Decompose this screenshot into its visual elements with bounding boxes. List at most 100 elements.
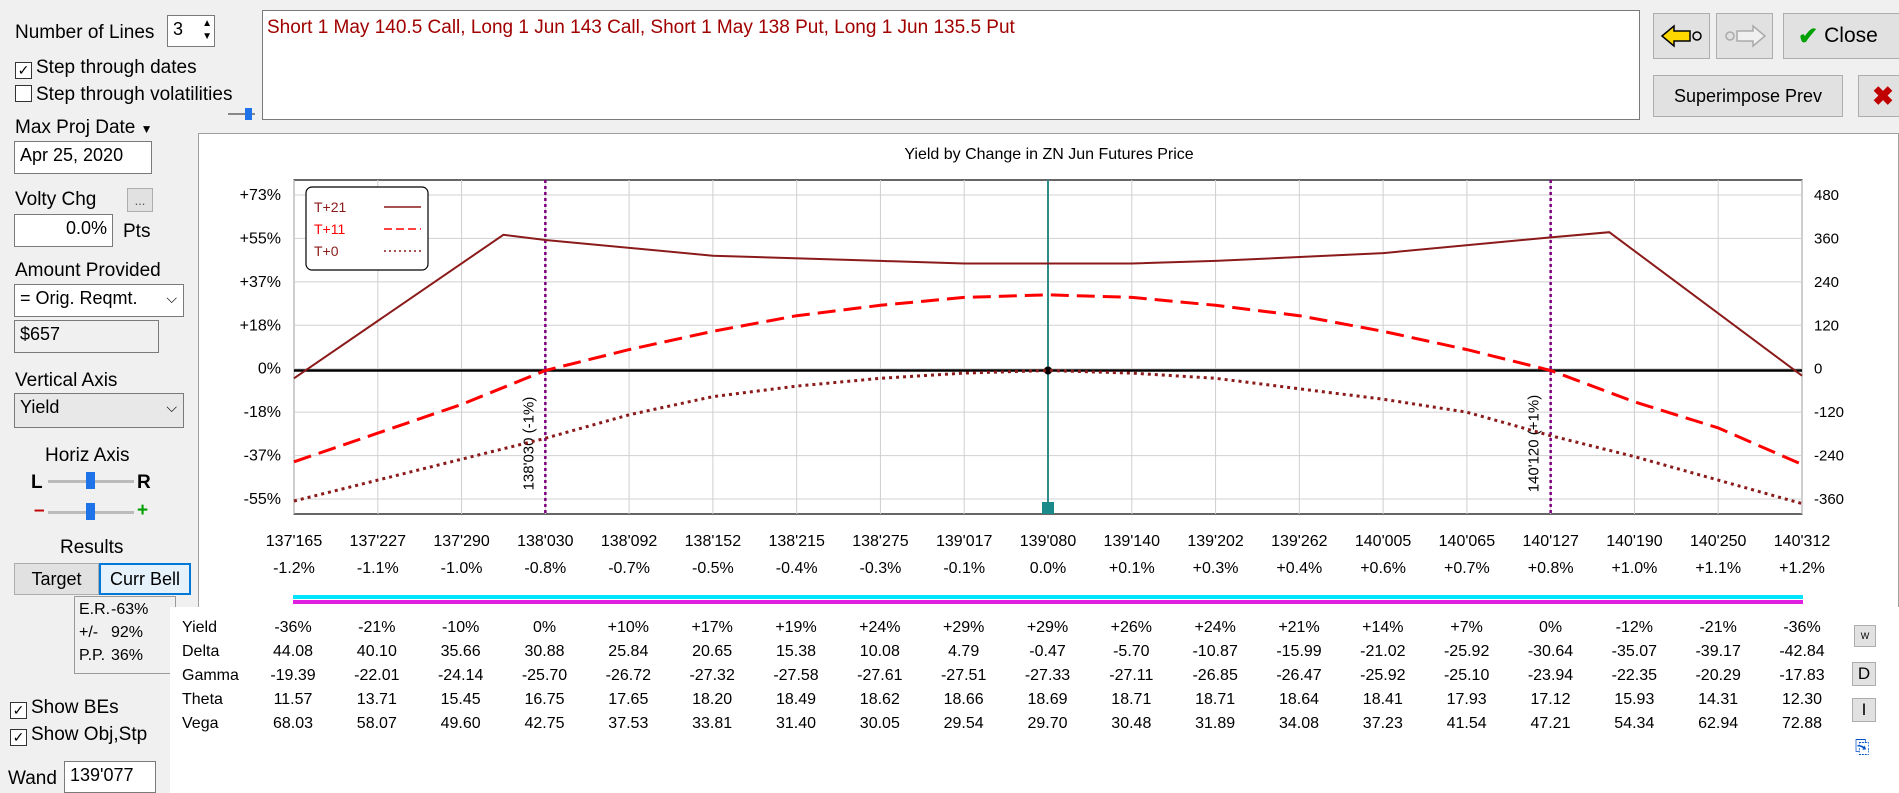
show-bes-checkbox[interactable]: ✓ Show BEs: [10, 697, 119, 719]
x-tick-label: 140'250: [1690, 533, 1747, 550]
x-pct-tick-label: +0.1%: [1109, 560, 1155, 577]
amount-value-field: $657: [14, 320, 159, 353]
table-cell: 42.75: [524, 715, 565, 732]
x-pct-tick-label: -0.4%: [776, 560, 818, 577]
table-cell: 13.71: [356, 691, 397, 708]
superimpose-prev-button[interactable]: Superimpose Prev: [1653, 75, 1843, 117]
table-cell: 18.69: [1027, 691, 1068, 708]
step-dates-label: Step through dates: [36, 57, 197, 78]
table-cell: -10.87: [1192, 643, 1238, 660]
volty-ellipsis-button[interactable]: ...: [127, 188, 153, 212]
table-cell: +19%: [775, 619, 817, 636]
table-cell: 68.03: [272, 715, 314, 732]
table-cell: -27.32: [689, 667, 735, 684]
x-tick-label: 139'202: [1187, 533, 1244, 550]
table-cell: 54.34: [1614, 715, 1655, 732]
x-tick-label: 138'030: [517, 533, 574, 550]
forward-arrow-button[interactable]: [1716, 13, 1773, 59]
right-arrow-icon: [1724, 24, 1766, 48]
minus-label: –: [34, 500, 45, 521]
vertical-axis-value: Yield: [20, 397, 60, 417]
table-cell: 17.65: [608, 691, 649, 708]
y-right-tick-label: -360: [1814, 491, 1844, 508]
num-lines-spinner[interactable]: 3 ▲ ▼: [167, 15, 215, 47]
step-dates-checkbox[interactable]: ✓ Step through dates: [15, 57, 197, 79]
table-cell: 72.88: [1781, 715, 1823, 732]
indicator-bar-magenta: [293, 600, 1803, 604]
table-cell: -26.72: [605, 667, 652, 684]
max-proj-date-dropdown[interactable]: Max Proj Date ▼: [15, 117, 153, 139]
table-cell: -30.64: [1527, 643, 1574, 660]
side-button-i[interactable]: I: [1852, 698, 1876, 722]
table-cell: 20.65: [692, 643, 733, 660]
side-button-d[interactable]: D: [1852, 662, 1876, 686]
table-cell: 41.54: [1446, 715, 1487, 732]
slider-thumb[interactable]: [245, 108, 252, 120]
curr-bell-button[interactable]: Curr Bell: [99, 563, 191, 595]
x-pct-tick-label: -0.8%: [524, 560, 566, 577]
side-button-w[interactable]: W: [1854, 625, 1876, 647]
x-pct-tick-label: +0.6%: [1360, 560, 1406, 577]
slider-thumb[interactable]: [86, 503, 95, 520]
horiz-axis-slider-bottom[interactable]: [48, 503, 134, 521]
table-cell: -5.70: [1113, 643, 1150, 660]
table-cell: -27.58: [773, 667, 819, 684]
slider-thumb[interactable]: [86, 472, 95, 489]
table-cell: 17.93: [1446, 691, 1487, 708]
export-icon[interactable]: ⎘: [1855, 737, 1870, 757]
max-proj-date-field[interactable]: Apr 25, 2020: [14, 141, 152, 174]
amount-provided-select[interactable]: = Orig. Reqmt. ⌵: [14, 284, 184, 317]
table-cell: -10%: [441, 619, 480, 636]
spinner-arrows-icon[interactable]: ▲ ▼: [202, 18, 212, 42]
table-cell: 31.89: [1195, 715, 1236, 732]
breakeven-label: 140'120 (+1%): [1526, 395, 1543, 493]
series-line-t0: [293, 368, 1803, 506]
chart-title: Yield by Change in ZN Jun Futures Price: [904, 146, 1193, 163]
table-cell: -17.83: [1779, 667, 1825, 684]
table-cell: 11.57: [273, 691, 313, 708]
step-volatilities-checkbox[interactable]: Step through volatilities: [15, 84, 232, 106]
volty-chg-field[interactable]: 0.0%: [14, 214, 113, 247]
strategy-description[interactable]: Short 1 May 140.5 Call, Long 1 Jun 143 C…: [262, 10, 1640, 120]
table-cell: -27.11: [1109, 667, 1154, 684]
num-lines-label: Number of Lines: [15, 22, 155, 43]
x-tick-label: 139'080: [1020, 533, 1077, 550]
delete-x-icon[interactable]: ✖: [1858, 75, 1899, 117]
show-obj-checkbox[interactable]: ✓ Show Obj,Stp: [10, 724, 147, 746]
x-pct-tick-label: -1.1%: [357, 560, 399, 577]
vertical-axis-select[interactable]: Yield ⌵: [14, 393, 184, 428]
x-tick-label: 139'140: [1104, 533, 1161, 550]
num-lines-value: 3: [173, 19, 184, 39]
table-cell: +14%: [1362, 619, 1404, 636]
table-cell: -39.17: [1695, 643, 1741, 660]
y-right-tick-label: 0: [1814, 361, 1822, 378]
table-cell: -27.33: [1024, 667, 1071, 684]
table-cell: +26%: [1110, 619, 1153, 636]
x-tick-label: 140'065: [1439, 533, 1496, 550]
horiz-axis-slider-top[interactable]: [48, 472, 134, 490]
close-label: Close: [1824, 24, 1878, 47]
y-right-tick-label: 480: [1814, 187, 1839, 204]
y-left-tick-label: 0%: [258, 361, 281, 378]
x-pct-tick-label: +0.8%: [1528, 560, 1574, 577]
table-cell: +24%: [859, 619, 901, 636]
x-tick-label: 139'262: [1271, 533, 1328, 550]
checkmark-icon: ✔: [1798, 22, 1819, 50]
table-cell: -24.14: [437, 667, 484, 684]
table-cell: 15.38: [775, 643, 817, 660]
er-label: E.R.: [79, 601, 111, 618]
back-arrow-button[interactable]: [1653, 13, 1710, 59]
table-cell: 29.70: [1027, 715, 1068, 732]
table-cell: +29%: [1026, 619, 1069, 636]
wand-field[interactable]: 139'077: [64, 761, 156, 793]
table-cell: 30.05: [859, 715, 900, 732]
table-cell: 12.30: [1781, 691, 1823, 708]
x-tick-label: 137'227: [350, 533, 407, 550]
check-icon: ✓: [10, 729, 27, 746]
small-slider[interactable]: [228, 108, 255, 120]
table-cell: 44.08: [272, 643, 314, 660]
x-pct-tick-label: -0.1%: [943, 560, 985, 577]
plus-label: +: [137, 500, 149, 521]
target-button[interactable]: Target: [14, 563, 99, 595]
close-button[interactable]: ✔ Close: [1783, 13, 1899, 59]
